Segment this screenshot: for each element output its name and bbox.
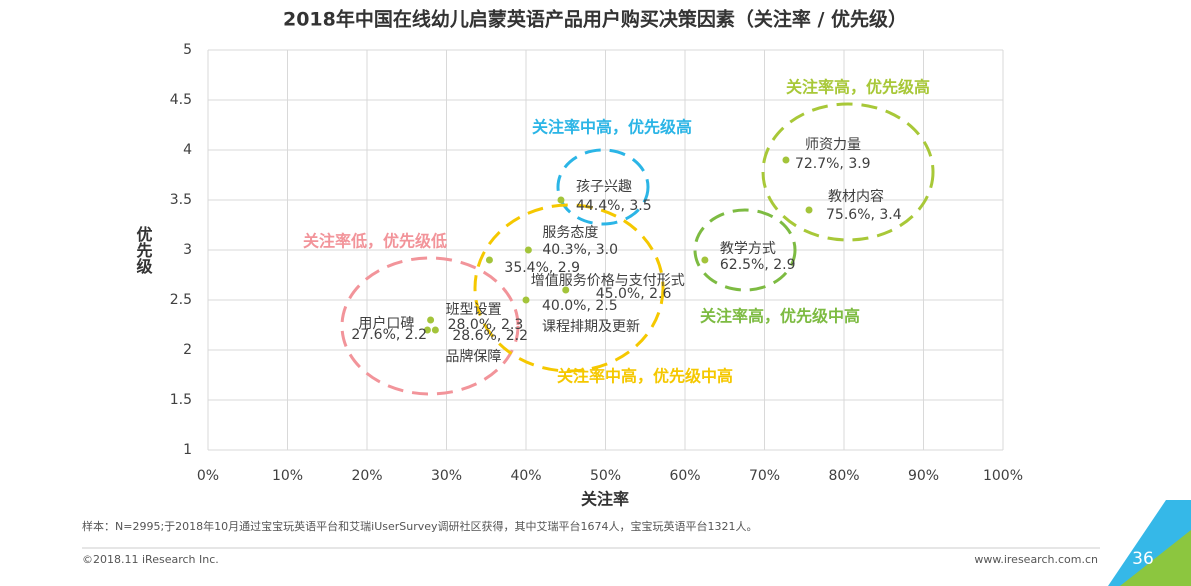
x-tick-label: 100% <box>983 468 1023 484</box>
point-name: 品牌保障 <box>445 348 501 365</box>
zone-label: 关注率低，优先级低 <box>303 232 447 251</box>
corner-decoration <box>1120 530 1191 586</box>
x-tick-label: 0% <box>197 468 219 484</box>
point-name: 教学方式 <box>720 241 776 257</box>
y-tick-label: 2.5 <box>170 292 192 308</box>
point-name: 师资力量 <box>805 137 861 153</box>
x-tick-label: 70% <box>749 468 780 484</box>
x-tick-label: 20% <box>351 468 382 484</box>
data-label: 35.4%, 2.9 <box>504 260 580 276</box>
zone-outline <box>340 256 520 396</box>
zone-outline <box>556 148 650 226</box>
point <box>701 256 709 264</box>
y-tick-label: 1.5 <box>170 392 192 408</box>
point <box>557 196 565 204</box>
point-name: 课程排期及更新 <box>542 319 640 335</box>
y-tick-label: 4 <box>183 142 192 158</box>
point <box>805 206 813 214</box>
point-name: 孩子兴趣 <box>576 179 632 195</box>
x-tick-label: 90% <box>908 468 939 484</box>
zone-label: 关注率高，优先级高 <box>786 78 930 97</box>
point-name: 服务态度 <box>542 225 598 241</box>
data-label: 28.6%, 2.2 <box>452 328 528 344</box>
y-tick-label: 2 <box>183 342 192 358</box>
y-tick-label: 3 <box>183 242 192 258</box>
data-label: 62.5%, 2.9 <box>720 257 796 273</box>
data-label: 44.4%, 3.5 <box>576 198 652 214</box>
data-label: 45.0%, 2.6 <box>596 286 672 302</box>
zone-label: 关注率中高，优先级高 <box>532 118 692 137</box>
point-name: 班型设置 <box>446 302 502 318</box>
point <box>782 156 790 164</box>
point <box>485 256 493 264</box>
zone-outline <box>473 203 665 373</box>
x-tick-label: 10% <box>272 468 303 484</box>
source-note: 样本：N=2995;于2018年10月通过宝宝玩英语平台和艾瑞iUserSurv… <box>82 519 758 533</box>
zone-outline <box>693 208 797 292</box>
point <box>431 326 439 334</box>
x-tick-label: 60% <box>669 468 700 484</box>
point <box>427 316 435 324</box>
x-axis-label: 关注率 <box>581 490 629 509</box>
zone-label: 关注率高，优先级中高 <box>700 307 860 326</box>
point <box>522 296 530 304</box>
x-tick-label: 30% <box>431 468 462 484</box>
copyright: ©2018.11 iResearch Inc. <box>82 553 219 566</box>
point-name: 用户口碑 <box>358 315 414 332</box>
x-tick-label: 50% <box>590 468 621 484</box>
point <box>423 326 431 334</box>
y-tick-label: 4.5 <box>170 92 192 108</box>
x-tick-label: 80% <box>828 468 859 484</box>
data-label: 28.0%, 2.3 <box>448 317 524 333</box>
point <box>562 286 570 294</box>
point-name: 增值服务价格与支付形式 <box>531 273 685 289</box>
zone-outline <box>761 102 935 242</box>
y-tick-label: 1 <box>183 442 192 458</box>
page-number: 36 <box>1132 549 1154 569</box>
website: www.iresearch.com.cn <box>974 553 1098 566</box>
y-axis-label: 优先级 <box>134 225 153 275</box>
data-label: 27.6%, 2.2 <box>351 327 427 343</box>
y-tick-label: 5 <box>183 42 192 58</box>
data-label: 40.0%, 2.5 <box>542 298 618 314</box>
data-label: 40.3%, 3.0 <box>542 242 618 258</box>
zone-label: 关注率中高，优先级中高 <box>557 367 733 386</box>
data-label: 72.7%, 3.9 <box>795 156 871 172</box>
chart-title: 2018年中国在线幼儿启蒙英语产品用户购买决策因素（关注率 / 优先级） <box>283 8 907 31</box>
point <box>524 246 532 254</box>
data-label: 75.6%, 3.4 <box>826 207 902 223</box>
y-tick-label: 3.5 <box>170 192 192 208</box>
point-name: 教材内容 <box>828 188 884 205</box>
x-tick-label: 40% <box>510 468 541 484</box>
